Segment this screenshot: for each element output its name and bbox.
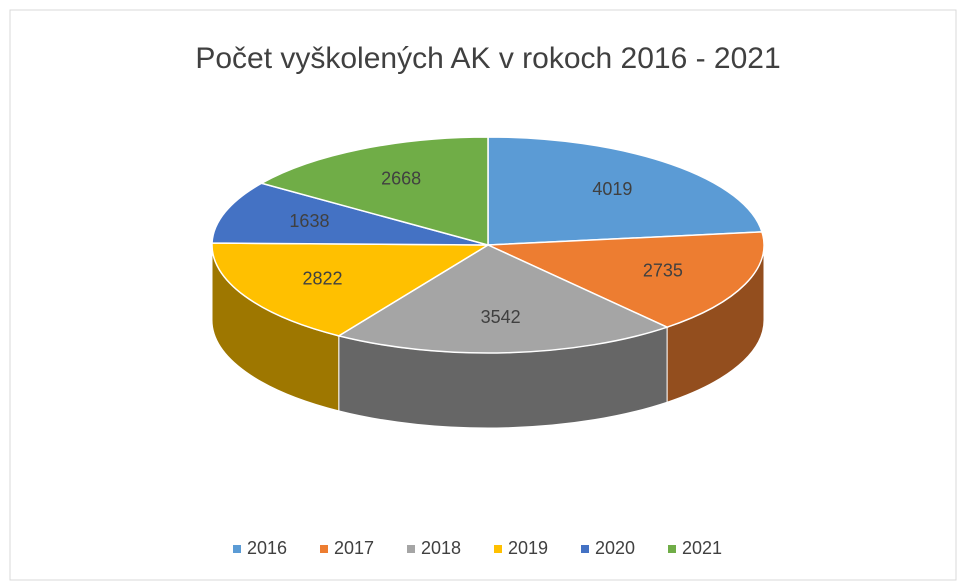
pie-slice — [211, 182, 489, 246]
chart-title: Počet vyškolených AK v rokoch 2016 - 202… — [195, 42, 780, 75]
legend-swatch — [581, 545, 589, 553]
data-label: 4019 — [592, 179, 632, 199]
legend-swatch — [233, 545, 241, 553]
data-label: 3542 — [481, 307, 521, 327]
legend-label: 2018 — [421, 538, 461, 558]
legend-label: 2016 — [247, 538, 287, 558]
legend-label: 2020 — [595, 538, 635, 558]
legend-swatch — [407, 545, 415, 553]
pie-slice — [487, 136, 763, 246]
data-label: 2668 — [381, 169, 421, 189]
legend-label: 2021 — [682, 538, 722, 558]
data-label: 2735 — [643, 260, 683, 280]
pie-slice — [487, 231, 765, 328]
pie-slice — [336, 244, 670, 354]
pie-slice — [259, 136, 489, 246]
legend-label: 2019 — [508, 538, 548, 558]
legend-swatch — [320, 545, 328, 553]
data-label: 2822 — [302, 268, 342, 288]
legend-swatch — [668, 545, 676, 553]
data-label: 1638 — [289, 211, 329, 231]
legend-swatch — [494, 545, 502, 553]
pie-slice — [211, 242, 491, 337]
legend-label: 2017 — [334, 538, 374, 558]
